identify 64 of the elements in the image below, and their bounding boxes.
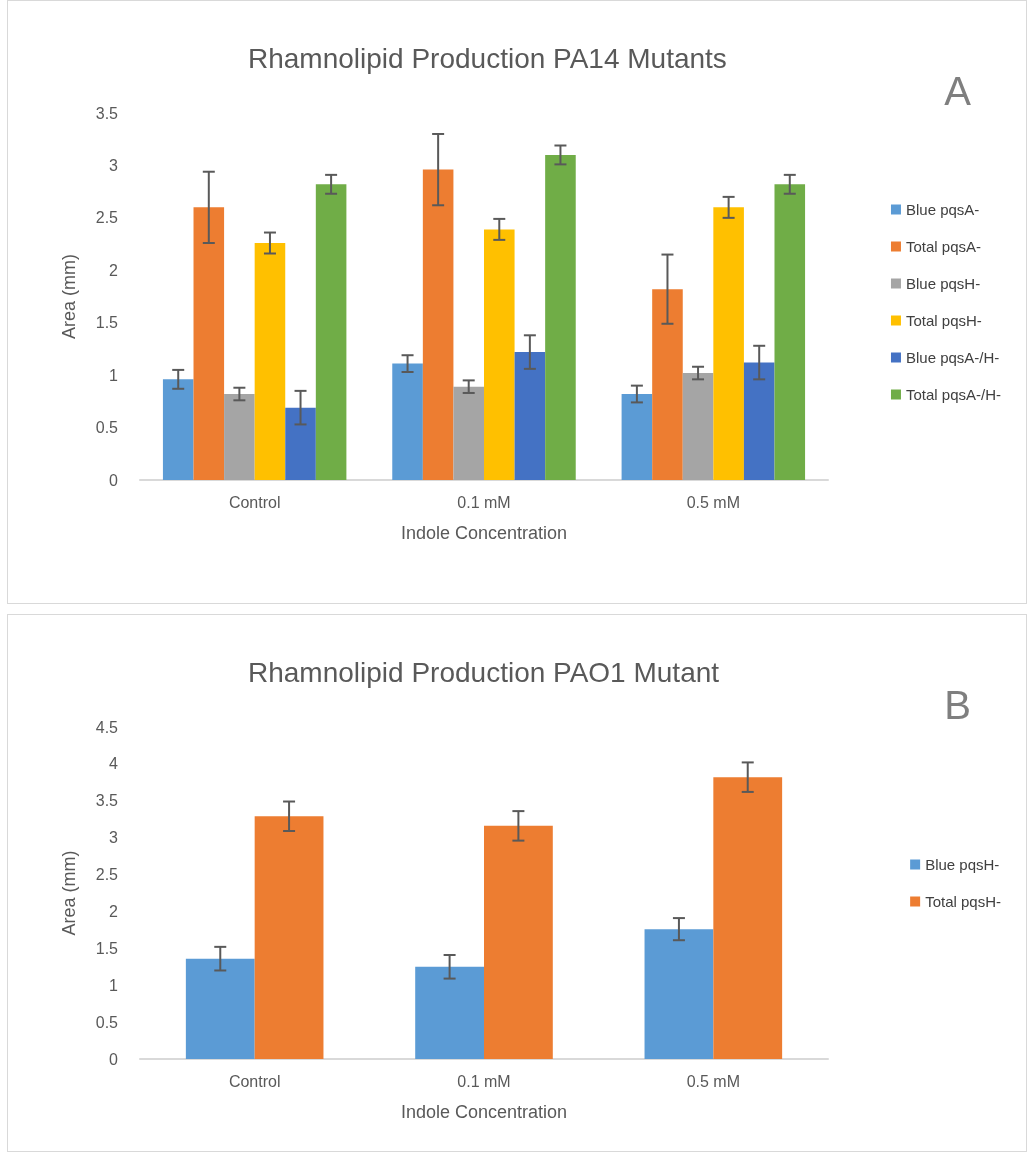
y-tick-label: 0 [109,1050,119,1068]
bar [713,777,783,1059]
bar [415,966,484,1059]
y-tick-label: 1.5 [95,314,119,332]
legend-label: Total pqsH- [925,893,1002,910]
y-tick-label: 2.5 [95,209,119,227]
x-tick-label: Control [228,493,281,511]
bar [484,825,553,1059]
y-tick-label: 4 [109,755,119,773]
y-tick-label: 1.5 [95,939,119,957]
legend-label: Total pqsA- [905,238,982,255]
bar [392,363,423,480]
bar [743,362,775,480]
bar [285,407,316,480]
x-tick-label: 0.1 mM [457,1072,511,1090]
legend-label: Total pqsH- [905,312,982,329]
y-tick-label: 2 [109,261,119,279]
y-tick-label: 2.5 [95,866,119,884]
legend-label: Total pqsA-/H- [905,386,1002,403]
y-tick-label: 1 [109,976,119,994]
x-tick-label: Control [228,1072,281,1090]
x-axis-title: Indole Concentration [400,523,568,543]
bar [545,154,576,480]
x-tick-label: 0.1 mM [457,493,511,511]
bar [162,379,194,480]
bar [713,207,744,480]
y-tick-label: 1 [109,366,119,384]
y-axis-title: Area (mm) [59,254,79,339]
bar [254,816,324,1059]
chart-title: Rhamnolipid Production PAO1 Mutant [248,656,720,688]
bar [453,386,484,480]
text: A [944,69,972,113]
x-tick-label: 0.5 mM [686,1072,741,1090]
legend-label: Blue pqsA- [905,201,980,218]
y-tick-label: 4.5 [95,718,119,736]
chart-title: Rhamnolipid Production PA14 Mutants [248,42,727,74]
y-tick-label: 2 [109,902,119,920]
bar [185,958,255,1059]
bar [422,169,454,480]
bar [193,207,225,480]
bar [621,394,653,480]
y-tick-label: 0 [109,471,119,489]
text: B [944,683,972,727]
legend-label: Blue pqsH- [905,275,981,292]
x-axis-title: Indole Concentration [400,1102,568,1122]
y-tick-label: 3.5 [95,104,119,122]
legend-label: Blue pqsH- [925,856,1000,873]
y-tick-label: 0.5 [95,1013,119,1031]
y-axis-title: Area (mm) [59,850,79,936]
bar [315,184,347,480]
legend-label: Blue pqsA-/H- [905,349,1000,366]
bar [644,929,714,1059]
bar [484,229,515,480]
bar [254,243,286,480]
bar [224,394,255,480]
x-tick-label: 0.5 mM [686,493,741,511]
bar [652,289,683,480]
bar [514,352,546,480]
y-tick-label: 3 [109,829,119,847]
bar [682,373,714,480]
bar [774,184,806,480]
y-tick-label: 0.5 [95,419,119,437]
y-tick-label: 3.5 [95,792,119,810]
y-tick-label: 3 [109,156,119,174]
